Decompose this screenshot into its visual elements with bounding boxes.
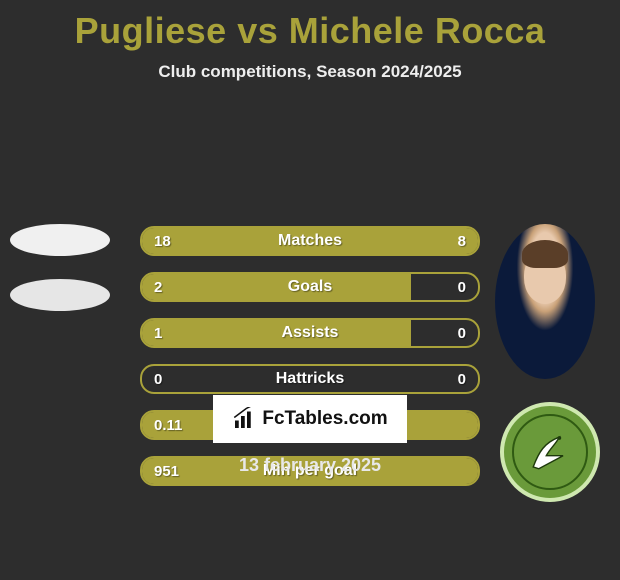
stat-label: Matches [142,228,478,254]
stat-row: 188Matches [140,226,480,256]
player2-name: Michele Rocca [289,10,546,51]
player1-placeholder-icon [10,224,110,256]
player1-name: Pugliese [75,10,227,51]
player1-club-placeholder-icon [10,279,110,311]
stat-row: 10Assists [140,318,480,348]
chart-icon [232,407,256,431]
stat-row: 00Hattricks [140,364,480,394]
stat-label: Assists [142,320,478,346]
stat-label: Goals [142,274,478,300]
date-text: 13 february 2025 [0,455,620,476]
subtitle: Club competitions, Season 2024/2025 [0,62,620,82]
fctables-logo: FcTables.com [213,395,407,443]
player2-photo [495,224,595,379]
player2-club-badge-icon [500,402,600,502]
vs-text: vs [237,10,278,51]
page-title: Pugliese vs Michele Rocca [0,0,620,52]
stat-row: 20Goals [140,272,480,302]
stat-label: Hattricks [142,366,478,392]
logo-text: FcTables.com [262,408,387,430]
